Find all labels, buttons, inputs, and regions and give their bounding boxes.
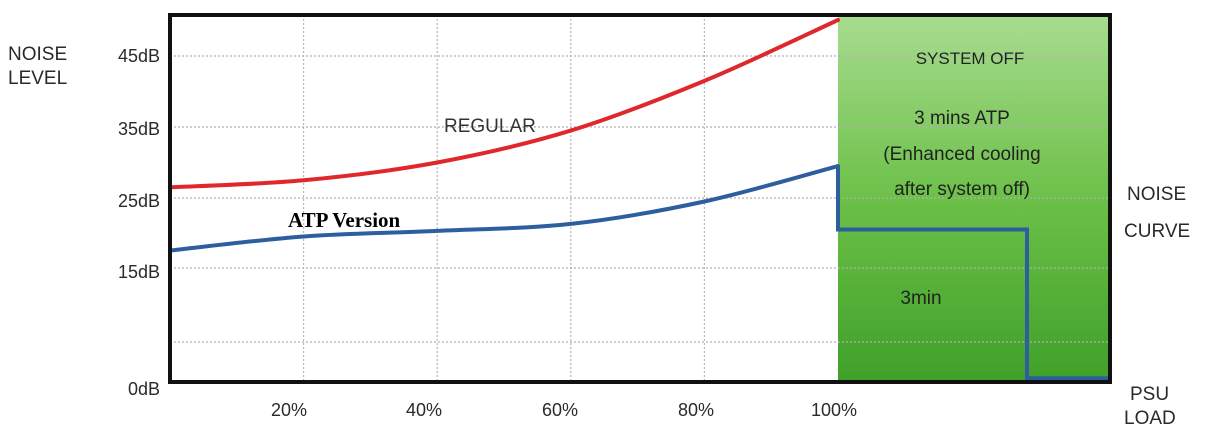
zone-line: 3 mins ATP [914, 108, 1010, 129]
series-line-atp-after-off [836, 166, 1110, 381]
y-tick-label: 35dB [118, 119, 160, 139]
x-tick-label: 20% [271, 400, 307, 420]
plot-frame [168, 13, 1112, 384]
series-lines [168, 18, 1110, 381]
y-axis-title-line: NOISE [8, 44, 67, 65]
x-axis-title: PSU LOAD [1124, 384, 1176, 429]
noise-curve-label-line: NOISE [1127, 184, 1186, 205]
zone-duration-label: 3min [900, 288, 941, 309]
zone-title: SYSTEM OFF [916, 49, 1025, 68]
series-line-regular [168, 18, 840, 190]
series-label-regular: REGULAR [444, 116, 536, 137]
y-tick-label: 45dB [118, 46, 160, 66]
noise-curve-label-line: CURVE [1124, 221, 1190, 242]
y-axis-title: NOISE LEVEL [8, 44, 67, 89]
y-tick-label: 0dB [128, 379, 160, 399]
y-tick-labels: 45dB 35dB 25dB 15dB 0dB [118, 46, 160, 399]
y-tick-label: 25dB [118, 191, 160, 211]
series-line-atp [168, 164, 840, 253]
y-axis-title-line: LEVEL [8, 68, 67, 89]
x-axis-title-line: LOAD [1124, 408, 1176, 429]
zone-line: (Enhanced cooling [883, 144, 1040, 165]
system-off-zone-text: SYSTEM OFF 3 mins ATP (Enhanced cooling … [883, 49, 1040, 309]
x-tick-label: 100% [811, 400, 857, 420]
x-tick-labels: 20% 40% 60% 80% 100% [271, 400, 857, 420]
zone-line: after system off) [894, 179, 1030, 200]
noise-curve-label: NOISE CURVE [1124, 184, 1190, 242]
x-tick-label: 60% [542, 400, 578, 420]
x-tick-label: 80% [678, 400, 714, 420]
gridlines [170, 15, 1110, 382]
series-label-atp: ATP Version [288, 208, 401, 232]
y-tick-label: 15dB [118, 262, 160, 282]
x-tick-label: 40% [406, 400, 442, 420]
x-axis-title-line: PSU [1130, 384, 1169, 405]
